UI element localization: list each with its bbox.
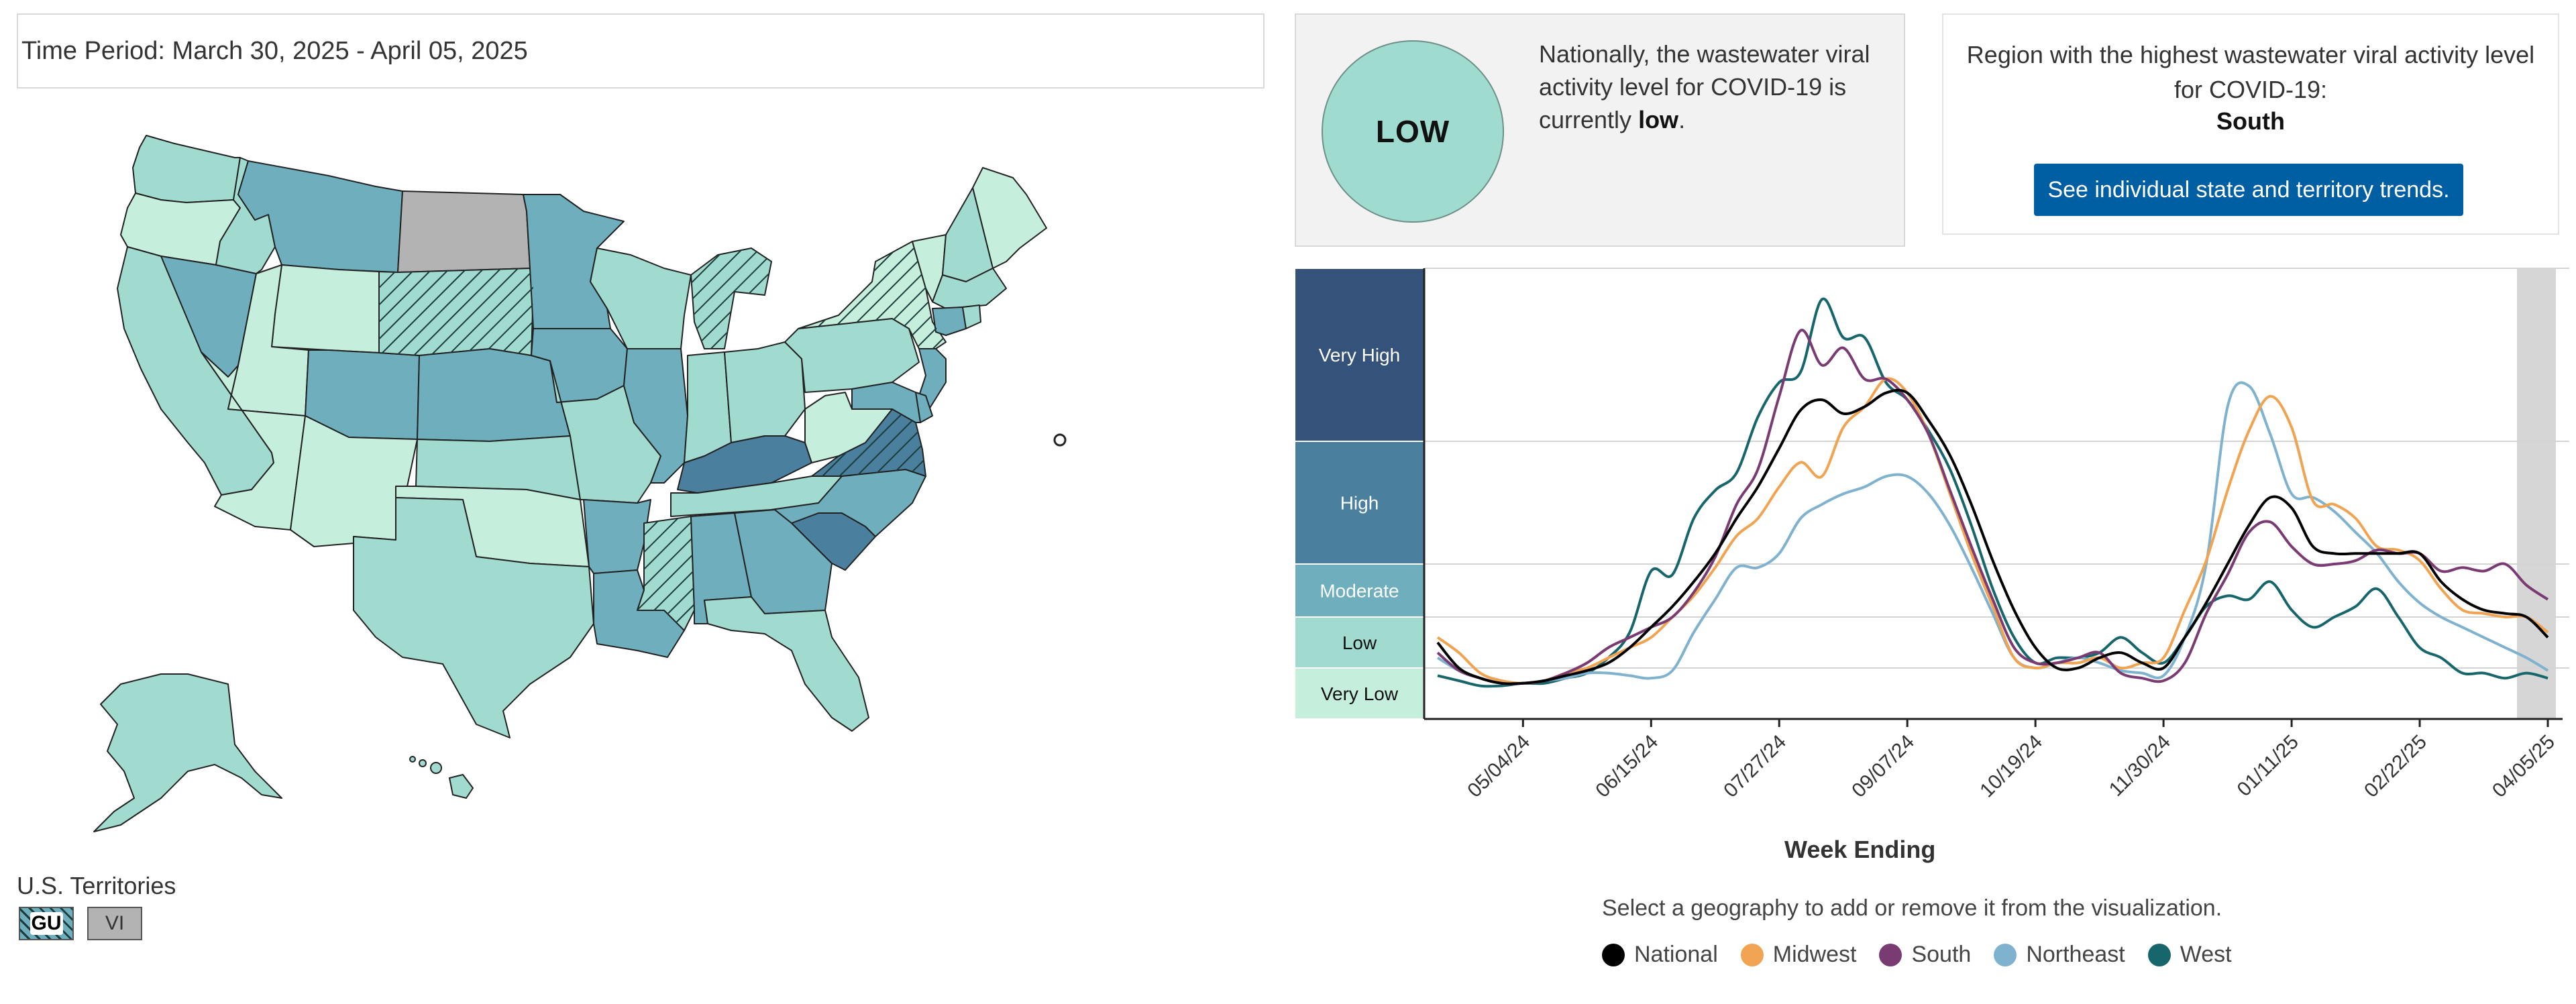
state-hawaii[interactable] [449,774,474,799]
national-level-panel: LOW Nationally, the wastewater viral act… [1295,13,1905,247]
highest-region-panel: Region with the highest wastewater viral… [1942,13,2559,235]
level-band-moderate [1295,563,1425,618]
state-wyoming[interactable] [271,264,380,353]
legend-label-national: National [1634,942,1718,967]
state-washington[interactable] [132,135,241,203]
series-line-national[interactable] [1436,388,2549,685]
state-trends-button[interactable]: See individual state and territory trend… [2034,164,2463,216]
highest-region-name: South [2216,107,2285,135]
dc-marker[interactable] [1053,433,1067,447]
us-state-map[interactable] [60,127,1228,845]
state-new-york-hatch [798,241,946,349]
level-band-label-very-low: Very Low [1321,683,1399,704]
territories-label: U.S. Territories [17,872,176,899]
territory-gu[interactable]: GU [19,907,74,940]
wastewater-trend-chart: Very Low Low Moderate High Very High 05/04/2… [1295,268,2569,802]
x-tick-label-8: 04/05/25 [2488,731,2559,802]
series-line-south[interactable] [1436,329,2549,685]
national-level-suffix: . [1678,106,1686,133]
national-level-word: low [1638,106,1679,133]
legend-item-south[interactable]: South [1879,942,1971,968]
legend-label-west: West [2180,942,2232,967]
state-ohio[interactable] [724,341,806,443]
national-level-badge: LOW [1322,40,1504,223]
state-arkansas[interactable] [583,499,651,574]
state-pennsylvania[interactable] [784,318,920,393]
legend-dot-west [2147,943,2171,966]
state-illinois[interactable] [623,348,688,484]
state-maryland[interactable] [851,382,921,423]
x-tick-label-6: 01/11/25 [2233,731,2303,801]
legend-label-midwest: Midwest [1772,942,1857,967]
time-period-label: Time Period: March 30, 2025 - April 05, … [21,36,528,65]
level-band-very-low [1295,667,1425,720]
state-new-jersey[interactable] [918,348,947,410]
x-axis-title: Week Ending [1784,836,1936,863]
hawaii-island-2 [409,756,416,763]
legend-dot-national [1602,943,1625,966]
highest-region-text: Region with the highest wastewater viral… [1966,41,2535,103]
state-virginia-hatch [812,409,926,476]
legend-item-midwest[interactable]: Midwest [1740,942,1857,968]
legend-dot-midwest [1740,943,1764,966]
legend-dot-south [1879,943,1902,966]
hawaii-island-1 [419,759,427,767]
state-mississippi-hatch [637,516,694,630]
state-arizona[interactable] [201,351,306,531]
legend-label-northeast: Northeast [2026,942,2125,967]
level-band-label-high: High [1340,493,1379,514]
series-line-northeast[interactable] [1436,381,2549,685]
state-texas[interactable] [353,497,594,738]
state-south-dakota-hatch [379,268,533,355]
territory-vi-label: VI [105,912,125,934]
x-tick-label-3: 09/07/24 [1847,731,1919,802]
x-tick-label-7: 02/22/25 [2360,731,2431,802]
legend-item-northeast[interactable]: Northeast [1994,942,2125,968]
national-level-badge-text: LOW [1375,114,1450,149]
x-tick-label-4: 10/19/24 [1976,731,2047,802]
state-alaska[interactable] [93,673,282,832]
state-michigan-hatch [691,248,771,349]
x-tick-label-5: 11/30/24 [2105,731,2175,801]
series-line-midwest[interactable] [1436,377,2549,685]
state-florida[interactable] [704,596,869,732]
legend-label-south: South [1911,942,1972,967]
level-band-label-very-high: Very High [1319,345,1400,366]
series-line-west[interactable] [1437,297,2548,688]
level-band-label-moderate: Moderate [1320,581,1399,602]
territory-vi[interactable]: VI [87,907,142,940]
hawaii-island-0 [430,762,442,774]
state-north-dakota[interactable] [397,190,531,273]
chart-legend: National Midwest South Northeast West [1602,942,2255,968]
level-band-label-low: Low [1342,632,1377,653]
territory-gu-label: GU [30,912,63,935]
x-tick-label-2: 07/27/24 [1719,731,1790,802]
level-band-very-high [1295,268,1425,442]
national-level-text: Nationally, the wastewater viral activit… [1539,38,1888,136]
x-tick-label-0: 05/04/24 [1463,731,1534,802]
legend-caption: Select a geography to add or remove it f… [1602,895,2222,921]
state-missouri[interactable] [549,360,661,504]
state-rhode-island[interactable] [962,304,981,329]
state-nebraska[interactable] [417,348,571,442]
x-tick-label-1: 06/15/24 [1591,731,1662,802]
legend-item-west[interactable]: West [2147,942,2232,968]
national-level-prefix: Nationally, the wastewater viral activit… [1539,40,1870,133]
time-period-box: Time Period: March 30, 2025 - April 05, … [17,13,1265,89]
provisional-data-shading [2517,268,2556,719]
legend-item-national[interactable]: National [1602,942,1718,968]
legend-dot-northeast [1994,943,2017,966]
